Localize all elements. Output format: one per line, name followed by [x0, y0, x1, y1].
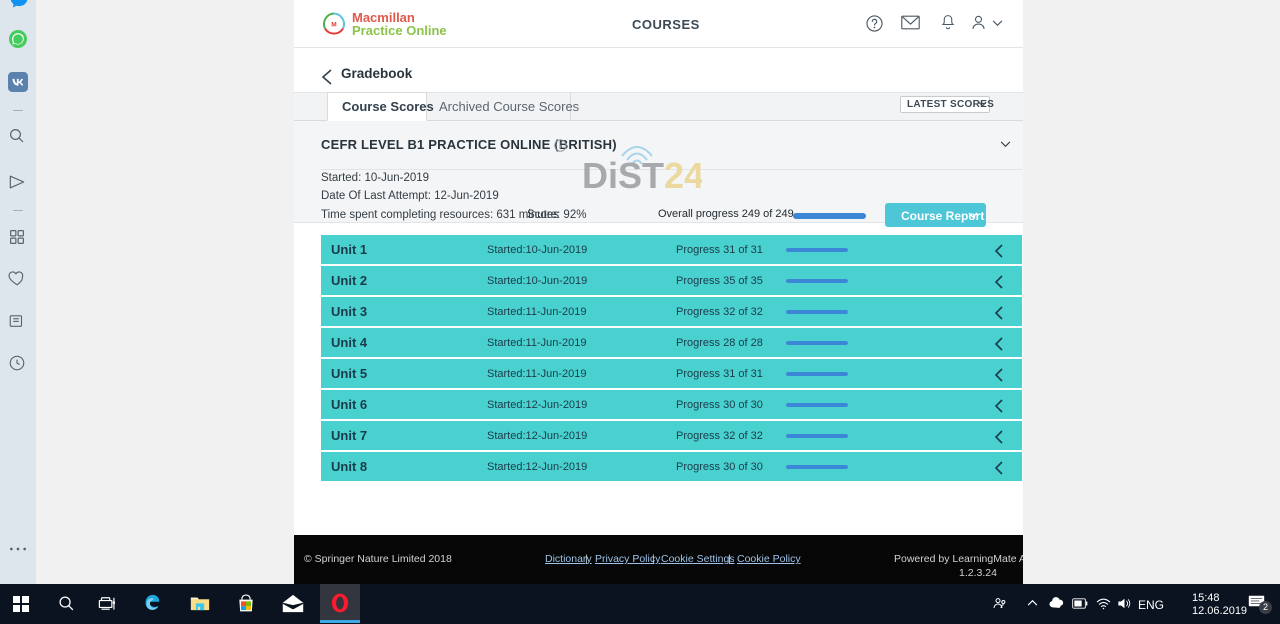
svg-text:M: M	[331, 22, 336, 29]
svg-text:DiST24: DiST24	[582, 155, 702, 190]
